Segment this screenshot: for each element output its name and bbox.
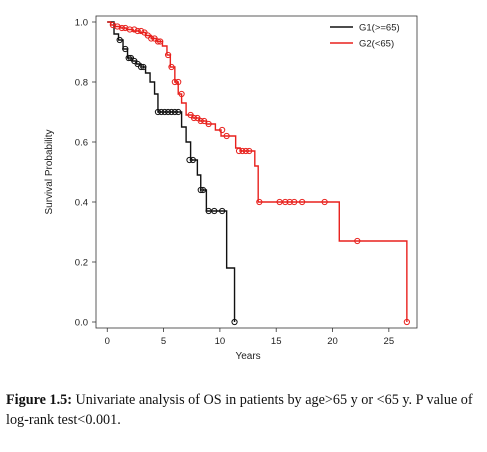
x-tick-label: 0 xyxy=(105,336,110,347)
censor-mark-1 xyxy=(158,108,165,116)
censor-mark-2 xyxy=(242,147,249,155)
censor-mark-2 xyxy=(291,198,298,206)
censor-mark-2 xyxy=(256,198,263,206)
censor-mark-2 xyxy=(157,38,164,45)
y-tick-label: 0.4 xyxy=(75,198,88,209)
censor-mark-1 xyxy=(125,54,132,62)
x-tick-label: 20 xyxy=(327,336,338,347)
x-tick-label: 25 xyxy=(384,336,395,347)
censor-mark-1 xyxy=(199,186,207,194)
censor-mark-2 xyxy=(235,147,243,155)
censor-mark-1 xyxy=(168,108,175,116)
censor-mark-2 xyxy=(134,27,141,35)
series-line-1 xyxy=(107,21,236,322)
censor-mark-1 xyxy=(231,318,238,326)
x-axis-label: Years xyxy=(235,351,260,362)
kaplan-meier-chart: 0 5 10 15 20 25 0.0 0.2 0.4 0.6 0.8 1.0 G1(>=65) G2(… xyxy=(44,15,418,362)
censor-mark-2 xyxy=(403,318,410,326)
caption-label: Figure 1.5: xyxy=(6,392,72,408)
censor-mark-2 xyxy=(321,198,328,206)
censor-mark-2 xyxy=(299,198,306,206)
censor-mark-1 xyxy=(116,36,123,44)
censor-mark-1 xyxy=(161,108,168,116)
censor-mark-1 xyxy=(175,108,182,116)
censor-mark-2 xyxy=(354,237,361,245)
y-tick-label: 1.0 xyxy=(75,18,88,29)
censor-mark-2 xyxy=(178,90,185,98)
censor-mark-2 xyxy=(246,147,253,155)
censor-mark-1 xyxy=(154,108,162,116)
censor-mark-1 xyxy=(197,186,204,194)
figure-caption: Figure 1.5: Univariate analysis of OS in… xyxy=(6,390,484,430)
axes-layer: 0 5 10 15 20 25 0.0 0.2 0.4 0.6 0.8 1.0 xyxy=(75,15,418,347)
y-tick-label: 0.0 xyxy=(75,318,88,329)
censor-mark-2 xyxy=(154,38,162,45)
censor-mark-2 xyxy=(164,51,172,59)
x-tick-label: 10 xyxy=(215,336,226,347)
legend-label-1: G1(>=65) xyxy=(359,23,400,34)
censor-mark-1 xyxy=(140,63,147,71)
censor-mark-1 xyxy=(171,108,178,116)
censor-mark-2 xyxy=(205,120,212,128)
censor-mark-2 xyxy=(286,198,293,206)
censor-mark-2 xyxy=(137,27,145,35)
censor-mark-2 xyxy=(118,24,126,32)
y-tick-label: 0.2 xyxy=(75,258,88,269)
series-line-2 xyxy=(107,21,408,322)
censor-mark-2 xyxy=(148,35,155,42)
x-tick-label: 5 xyxy=(161,336,166,347)
censor-mark-1 xyxy=(189,156,196,164)
plot-frame xyxy=(95,15,418,329)
censor-mark-1 xyxy=(211,207,218,215)
censor-mark-2 xyxy=(190,114,198,122)
censor-mark-2 xyxy=(197,117,204,125)
censor-mark-1 xyxy=(137,63,145,71)
censor-mark-2 xyxy=(168,63,175,71)
caption-text: Univariate analysis of OS in patients by… xyxy=(6,392,473,428)
censor-mark-2 xyxy=(126,26,133,33)
y-tick-label: 0.6 xyxy=(75,138,88,149)
legend-label-2: G2(<65) xyxy=(359,39,394,50)
y-tick-label: 0.8 xyxy=(75,78,88,89)
censor-mark-2 xyxy=(219,126,226,134)
censor-mark-1 xyxy=(164,108,172,116)
censor-mark-2 xyxy=(171,78,178,86)
censor-mark-2 xyxy=(223,132,230,140)
legend: G1(>=65) G2(<65) xyxy=(330,23,400,50)
series-layer xyxy=(107,21,410,326)
censor-mark-2 xyxy=(282,198,289,206)
censor-mark-1 xyxy=(122,45,129,53)
x-tick-label: 15 xyxy=(271,336,282,347)
censor-mark-2 xyxy=(239,147,246,155)
censor-mark-2 xyxy=(175,78,182,86)
censor-mark-2 xyxy=(201,117,208,125)
censor-mark-2 xyxy=(131,26,138,33)
censor-mark-1 xyxy=(186,156,193,164)
censor-mark-1 xyxy=(219,207,226,215)
y-axis-label: Survival Probability xyxy=(44,129,55,214)
